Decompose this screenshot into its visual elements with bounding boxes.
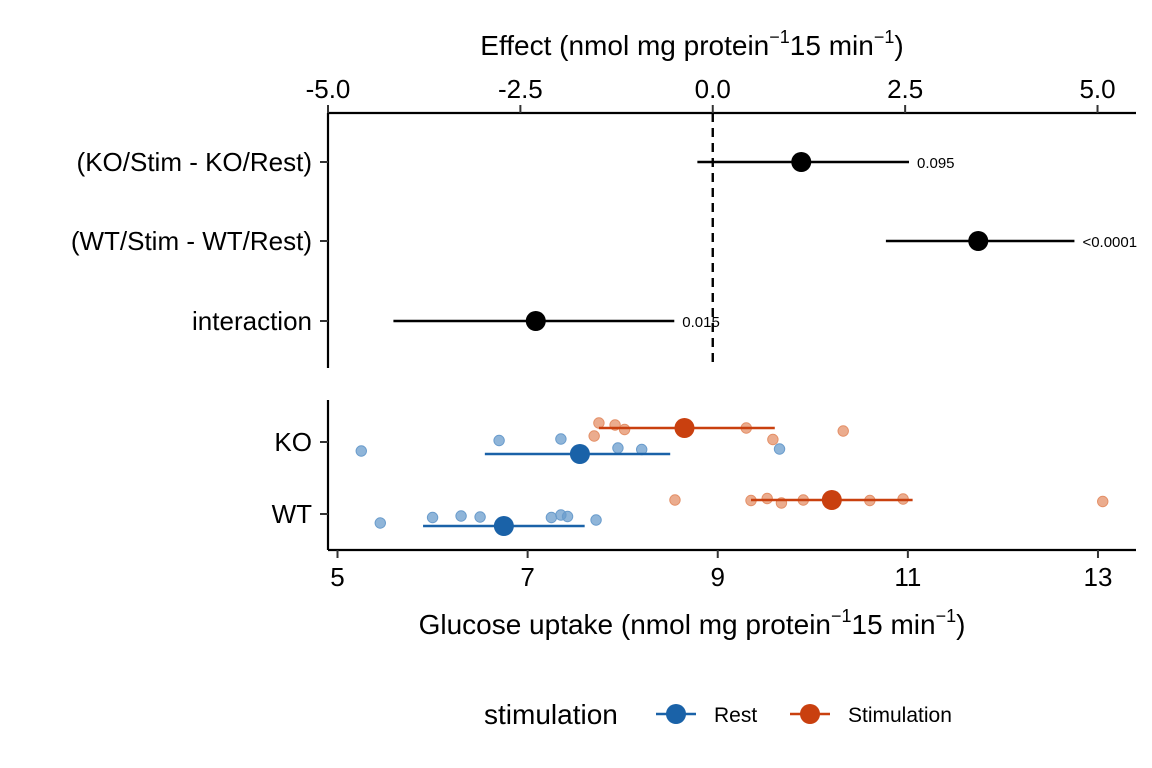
- effect-p-value: 0.015: [682, 314, 720, 331]
- axis-title-mid: 15 min: [790, 30, 874, 61]
- rest-raw-point: [455, 510, 467, 522]
- rest-mean-point: [569, 444, 590, 464]
- axis-title-mid: 15 min: [852, 609, 936, 640]
- rest-raw-point: [374, 517, 386, 529]
- axis-title-sup1: −1: [831, 606, 852, 626]
- stimulation-raw-point: [767, 433, 779, 446]
- uptake-x-tick-label: 13: [1084, 562, 1113, 592]
- rest-raw-point: [493, 434, 505, 447]
- rest-raw-point: [355, 445, 367, 457]
- effect-x-tick-label: -5.0: [306, 74, 351, 104]
- effect-row-label: interaction: [192, 306, 312, 336]
- rest-raw-point: [612, 442, 624, 454]
- rest-raw-point: [474, 511, 486, 523]
- effect-x-tick-label: 5.0: [1079, 74, 1115, 104]
- stimulation-mean-point: [674, 418, 695, 438]
- axis-title-main: Glucose uptake (nmol mg protein: [419, 609, 831, 640]
- rest-raw-point: [773, 443, 786, 455]
- legend-title: stimulation: [484, 699, 618, 730]
- legend-label: Rest: [714, 704, 757, 727]
- effect-estimate-point: [791, 152, 812, 172]
- uptake-category-label: KO: [274, 427, 312, 457]
- uptake-x-axis-title: Glucose uptake (nmol mg protein−115 min−…: [419, 606, 966, 640]
- legend-label: Stimulation: [848, 704, 952, 727]
- effect-estimate-point: [525, 311, 546, 331]
- legend-key-point: [666, 704, 686, 724]
- uptake-panel: KO WT 5 7 9 11 13 Glucose uptake (nmol mg prote…: [272, 400, 1136, 640]
- effect-x-tick-label: 0.0: [695, 74, 731, 104]
- rest-raw-point: [545, 511, 558, 524]
- uptake-x-tick-label: 9: [711, 562, 725, 592]
- effect-p-value: <0.0001: [1082, 234, 1137, 251]
- rest-mean-point: [493, 516, 514, 536]
- effect-x-axis-title: Effect (nmol mg protein−115 min−1): [480, 27, 903, 61]
- effect-p-value: 0.095: [917, 155, 955, 172]
- uptake-x-tick-label: 7: [520, 562, 534, 592]
- effect-x-tick-label: 2.5: [887, 74, 923, 104]
- stimulation-raw-point: [593, 417, 605, 429]
- effect-row-label: (KO/Stim - KO/Rest): [77, 147, 312, 177]
- stimulation-raw-point: [588, 430, 600, 442]
- effect-row-label: (WT/Stim - WT/Rest): [71, 226, 312, 256]
- stimulation-raw-point: [669, 494, 681, 506]
- axis-title-sup2: −1: [936, 606, 957, 626]
- stimulation-mean-point: [821, 490, 842, 510]
- effect-x-tick-label: -2.5: [498, 74, 543, 104]
- effect-panel: -5.0 -2.5 0.0 2.5 5.0 Effect (nmol mg protein…: [71, 27, 1137, 368]
- effect-estimate-point: [968, 231, 989, 251]
- uptake-x-tick-label: 5: [330, 562, 344, 592]
- stimulation-raw-point: [761, 492, 773, 505]
- axis-title-sup2: −1: [874, 27, 895, 47]
- stimulation-raw-point: [1097, 495, 1109, 508]
- rest-raw-point: [561, 510, 574, 523]
- axis-title-end: ): [894, 30, 903, 61]
- rest-raw-point: [590, 514, 602, 526]
- legend-key-point: [800, 704, 820, 724]
- axis-title-sup1: −1: [769, 27, 790, 47]
- uptake-category-label: WT: [272, 499, 313, 529]
- stimulation-raw-point: [618, 423, 631, 436]
- stimulation-raw-point: [837, 425, 849, 437]
- rest-raw-point: [555, 433, 567, 445]
- rest-raw-point: [426, 511, 439, 524]
- axis-title-end: ): [956, 609, 965, 640]
- axis-title-main: Effect (nmol mg protein: [480, 30, 769, 61]
- legend: stimulation Rest Stimulation: [484, 699, 952, 730]
- uptake-x-tick-label: 11: [894, 562, 921, 592]
